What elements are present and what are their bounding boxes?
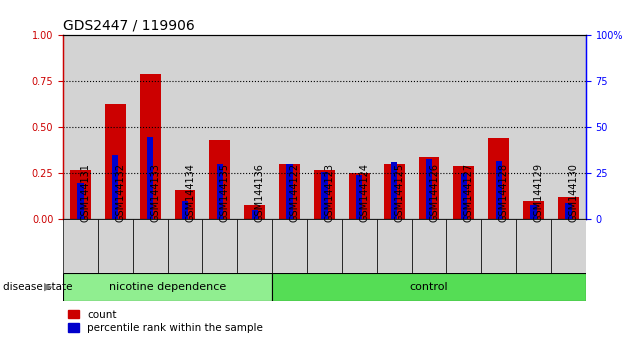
Bar <box>356 175 362 219</box>
Bar <box>418 157 440 219</box>
Bar <box>112 155 118 219</box>
Bar <box>182 201 188 219</box>
Text: GSM144127: GSM144127 <box>464 163 474 222</box>
Text: disease state: disease state <box>3 282 72 292</box>
Bar <box>175 190 195 219</box>
Bar <box>209 140 231 219</box>
Bar <box>377 35 411 219</box>
Bar <box>523 201 544 219</box>
Text: GSM144136: GSM144136 <box>255 163 265 222</box>
Bar <box>287 164 293 219</box>
Bar <box>63 273 272 301</box>
Text: GDS2447 / 119906: GDS2447 / 119906 <box>63 19 195 33</box>
Text: control: control <box>410 282 449 292</box>
Bar <box>411 35 447 219</box>
Text: GSM144125: GSM144125 <box>394 163 404 222</box>
Text: GSM144132: GSM144132 <box>115 163 125 222</box>
Bar <box>133 35 168 219</box>
Bar <box>551 35 586 219</box>
Bar <box>454 166 474 219</box>
Bar <box>168 35 202 219</box>
Text: GSM144134: GSM144134 <box>185 163 195 222</box>
Bar <box>272 219 307 273</box>
Bar <box>516 35 551 219</box>
Bar <box>70 170 91 219</box>
Bar <box>272 273 586 301</box>
Bar <box>321 172 328 219</box>
Bar <box>98 35 133 219</box>
Bar <box>238 219 272 273</box>
Bar <box>217 164 223 219</box>
Bar <box>342 35 377 219</box>
Text: GSM144123: GSM144123 <box>324 163 335 222</box>
Bar <box>307 219 342 273</box>
Bar <box>63 219 98 273</box>
Bar <box>447 35 481 219</box>
Bar <box>279 164 300 219</box>
Text: GSM144133: GSM144133 <box>150 163 160 222</box>
Text: GSM144126: GSM144126 <box>429 163 439 222</box>
Text: GSM144129: GSM144129 <box>534 163 544 222</box>
Bar <box>63 35 98 219</box>
Bar <box>140 74 161 219</box>
Bar <box>530 205 537 219</box>
Bar <box>565 203 571 219</box>
Text: GSM144128: GSM144128 <box>499 163 509 222</box>
Bar <box>147 137 153 219</box>
Bar <box>377 219 411 273</box>
Bar <box>426 159 432 219</box>
Text: GSM144124: GSM144124 <box>359 163 369 222</box>
Bar <box>314 170 335 219</box>
Bar <box>168 219 202 273</box>
Bar <box>272 35 307 219</box>
Text: nicotine dependence: nicotine dependence <box>109 282 226 292</box>
Text: GSM144130: GSM144130 <box>568 163 578 222</box>
Bar <box>551 219 586 273</box>
Text: GSM144131: GSM144131 <box>81 163 91 222</box>
Bar <box>202 219 238 273</box>
Text: GSM144122: GSM144122 <box>290 163 300 222</box>
Bar <box>384 164 404 219</box>
Bar <box>391 162 398 219</box>
Bar <box>481 35 516 219</box>
Bar <box>307 35 342 219</box>
Bar <box>411 219 447 273</box>
Bar <box>447 219 481 273</box>
Bar <box>238 35 272 219</box>
Bar <box>349 173 370 219</box>
Bar <box>77 183 84 219</box>
Bar <box>558 198 579 219</box>
Text: GSM144135: GSM144135 <box>220 163 230 222</box>
Bar <box>516 219 551 273</box>
Legend: count, percentile rank within the sample: count, percentile rank within the sample <box>68 310 263 333</box>
Bar <box>98 219 133 273</box>
Bar <box>251 210 258 219</box>
Bar <box>461 173 467 219</box>
Bar <box>202 35 238 219</box>
Bar <box>342 219 377 273</box>
Bar <box>244 205 265 219</box>
Bar <box>496 161 502 219</box>
Text: ▶: ▶ <box>44 282 52 292</box>
Bar <box>133 219 168 273</box>
Bar <box>488 138 509 219</box>
Bar <box>481 219 516 273</box>
Bar <box>105 103 126 219</box>
